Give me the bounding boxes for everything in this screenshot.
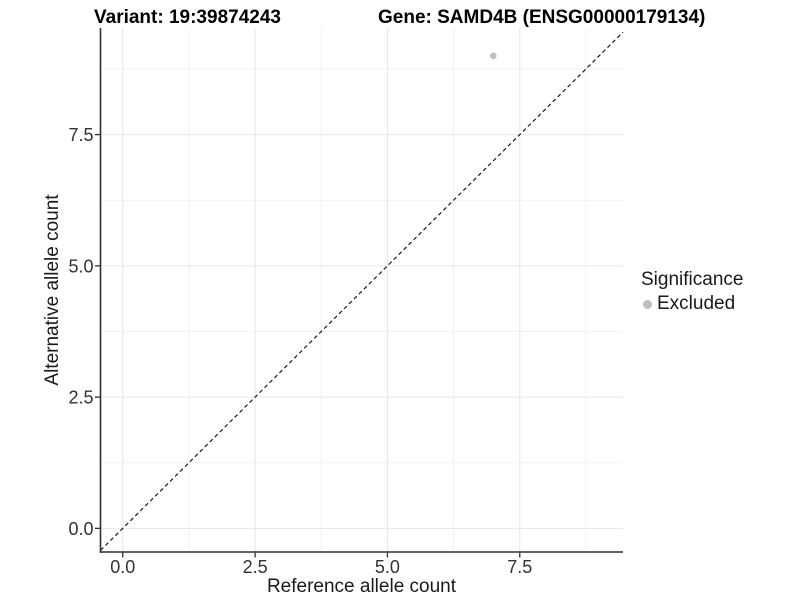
- y-tick-label: 5.0: [68, 256, 93, 276]
- legend-item-label: Excluded: [657, 293, 736, 314]
- gene-title: Gene: SAMD4B (ENSG00000179134): [378, 7, 706, 28]
- x-tick-label: 7.5: [507, 557, 532, 577]
- legend: Significance Excluded: [641, 269, 743, 315]
- y-tick-label: 2.5: [68, 388, 93, 408]
- y-tick-label: 0.0: [68, 519, 93, 539]
- legend-item-excluded: Excluded: [641, 293, 743, 315]
- excluded-point-icon: [643, 299, 652, 309]
- x-tick-label: 0.0: [110, 557, 135, 577]
- legend-title: Significance: [641, 269, 744, 290]
- x-tick-label: 5.0: [375, 557, 400, 577]
- identity-reference-line: [100, 31, 624, 551]
- data-point: [490, 52, 497, 60]
- y-tick-label: 7.5: [68, 125, 93, 145]
- x-tick-label: 2.5: [243, 557, 268, 577]
- variant-title: Variant: 19:39874243: [94, 7, 281, 28]
- x-axis-title: Reference allele count: [266, 576, 457, 597]
